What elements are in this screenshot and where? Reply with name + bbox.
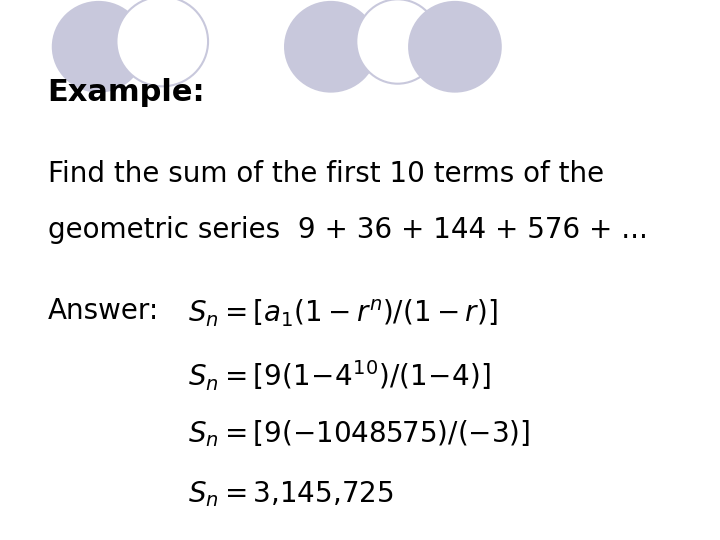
Text: Find the sum of the first 10 terms of the: Find the sum of the first 10 terms of th…	[48, 160, 604, 188]
Text: Example:: Example:	[48, 78, 205, 107]
Ellipse shape	[356, 0, 439, 84]
Text: $S_n = [9(-1048575)/(-3)]$: $S_n = [9(-1048575)/(-3)]$	[188, 418, 530, 449]
Text: geometric series  9 + 36 + 144 + 576 + ...: geometric series 9 + 36 + 144 + 576 + ..…	[48, 215, 647, 244]
Ellipse shape	[285, 2, 377, 92]
Ellipse shape	[53, 2, 145, 92]
Text: Answer:: Answer:	[48, 298, 159, 325]
Ellipse shape	[117, 0, 208, 86]
Text: $S_n = [a_1(1 - r^n)/(1 - r)]$: $S_n = [a_1(1 - r^n)/(1 - r)]$	[188, 298, 498, 328]
Text: $S_n = 3{,}145{,}725$: $S_n = 3{,}145{,}725$	[188, 480, 393, 509]
Ellipse shape	[409, 2, 500, 92]
Text: $S_n = [9(1\!-\!4^{10})/(1\!-\!4)]$: $S_n = [9(1\!-\!4^{10})/(1\!-\!4)]$	[188, 358, 490, 393]
